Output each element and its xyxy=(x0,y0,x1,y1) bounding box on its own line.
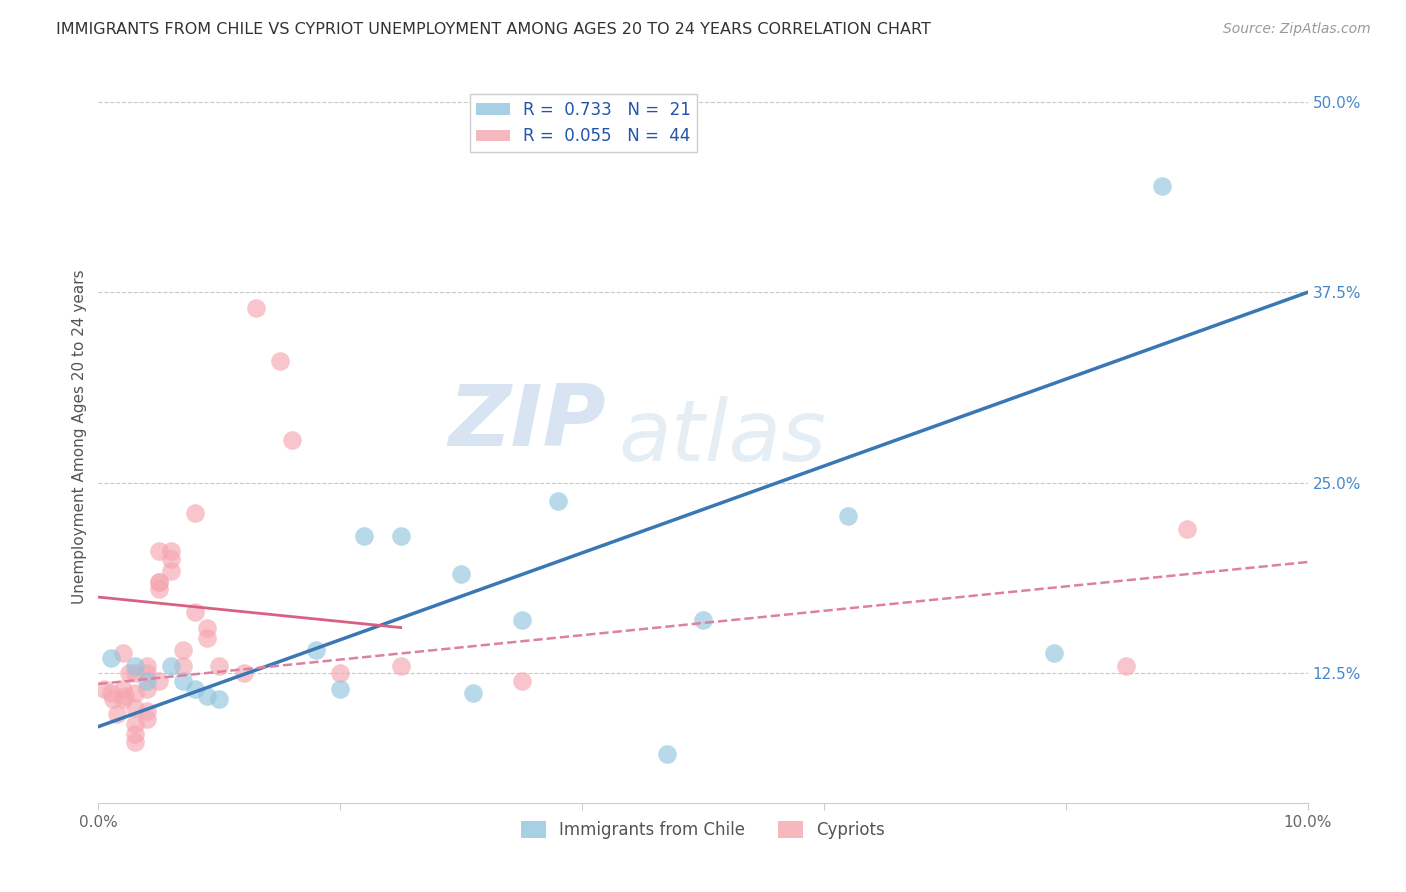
Point xyxy=(510,613,533,627)
Point xyxy=(124,686,146,700)
Point xyxy=(208,658,231,673)
Point xyxy=(160,544,183,558)
Point xyxy=(105,707,128,722)
Point xyxy=(160,552,183,566)
Point xyxy=(450,567,472,582)
Point xyxy=(329,681,352,696)
Point xyxy=(124,666,146,681)
Point xyxy=(111,692,134,706)
Point xyxy=(172,643,194,657)
Point xyxy=(111,647,134,661)
Point xyxy=(100,651,122,665)
Point xyxy=(389,658,412,673)
Point xyxy=(148,544,170,558)
Point xyxy=(389,529,412,543)
Point xyxy=(655,747,678,761)
Point xyxy=(135,705,157,719)
Point xyxy=(172,673,194,688)
Point xyxy=(195,689,218,703)
Point xyxy=(100,686,122,700)
Point xyxy=(547,494,569,508)
Y-axis label: Unemployment Among Ages 20 to 24 years: Unemployment Among Ages 20 to 24 years xyxy=(72,269,87,605)
Point xyxy=(208,692,231,706)
Point xyxy=(353,529,375,543)
Point xyxy=(837,509,859,524)
Point xyxy=(232,666,254,681)
Point xyxy=(160,658,183,673)
Point xyxy=(135,666,157,681)
Point xyxy=(305,643,328,657)
Text: atlas: atlas xyxy=(619,395,827,479)
Point xyxy=(1152,178,1174,193)
Point xyxy=(195,632,218,646)
Point xyxy=(135,681,157,696)
Point xyxy=(111,681,134,696)
Point xyxy=(148,673,170,688)
Point xyxy=(148,574,170,589)
Point xyxy=(118,666,141,681)
Point xyxy=(172,658,194,673)
Point xyxy=(101,692,124,706)
Point xyxy=(124,701,146,715)
Point xyxy=(329,666,352,681)
Point xyxy=(692,613,714,627)
Point xyxy=(124,727,146,741)
Point xyxy=(135,658,157,673)
Text: Source: ZipAtlas.com: Source: ZipAtlas.com xyxy=(1223,22,1371,37)
Point xyxy=(245,301,267,315)
Point xyxy=(195,621,218,635)
Point xyxy=(281,433,304,447)
Text: ZIP: ZIP xyxy=(449,381,606,464)
Point xyxy=(463,686,485,700)
Legend: Immigrants from Chile, Cypriots: Immigrants from Chile, Cypriots xyxy=(515,814,891,846)
Point xyxy=(510,673,533,688)
Point xyxy=(124,716,146,731)
Point xyxy=(148,582,170,597)
Point xyxy=(135,712,157,726)
Point xyxy=(1175,521,1198,535)
Point xyxy=(184,506,207,520)
Point xyxy=(160,564,183,578)
Point xyxy=(148,574,170,589)
Point xyxy=(1042,647,1064,661)
Point xyxy=(124,735,146,749)
Point xyxy=(114,689,136,703)
Point xyxy=(269,354,291,368)
Point xyxy=(124,658,146,673)
Point xyxy=(93,681,115,696)
Point xyxy=(184,605,207,619)
Point xyxy=(1115,658,1137,673)
Text: IMMIGRANTS FROM CHILE VS CYPRIOT UNEMPLOYMENT AMONG AGES 20 TO 24 YEARS CORRELAT: IMMIGRANTS FROM CHILE VS CYPRIOT UNEMPLO… xyxy=(56,22,931,37)
Point xyxy=(184,681,207,696)
Point xyxy=(135,673,157,688)
